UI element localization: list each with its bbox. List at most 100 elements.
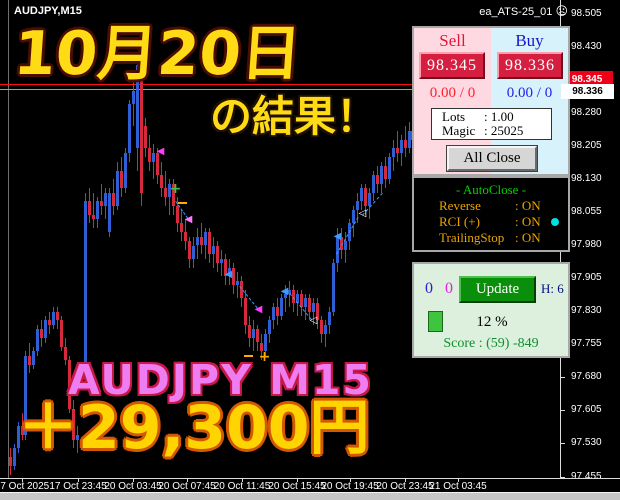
reverse-label: Reverse: [439, 198, 481, 213]
candle-body: [96, 201, 99, 220]
price-tick-label: 97.680: [571, 371, 602, 382]
trailingstop-value: : ON: [515, 230, 541, 245]
candle-body: [328, 311, 331, 325]
price-tick: [561, 477, 565, 478]
price-tick-label: 98.055: [571, 206, 602, 217]
candle-body: [60, 320, 63, 347]
time-tick-label: 21 Oct 03:45: [429, 481, 487, 492]
candle-body: [56, 311, 59, 321]
candle-body: [324, 324, 327, 334]
candle-body: [380, 166, 383, 184]
candle-wick: [297, 289, 298, 317]
candle-wick: [313, 298, 314, 325]
update-button[interactable]: Update: [459, 276, 536, 303]
candle-wick: [325, 320, 326, 347]
candle-body: [284, 294, 287, 299]
time-tick: [242, 479, 243, 482]
rci-status-icon[interactable]: [551, 218, 559, 226]
autoclose-row-trailing: TrailingStop : ON: [414, 230, 568, 246]
ask-price-marker: 98.345: [561, 71, 613, 88]
candle-body: [212, 245, 215, 255]
time-tick-label: 17 Oct 23:45: [49, 481, 107, 492]
time-tick: [22, 479, 23, 482]
candle-body: [244, 298, 247, 325]
candle-body: [36, 329, 39, 352]
time-tick: [350, 479, 351, 482]
candle-body: [404, 139, 407, 149]
candle-wick: [93, 192, 94, 228]
candle-body: [140, 73, 143, 193]
candle-wick: [101, 183, 102, 215]
candle-body: [100, 201, 103, 206]
candle-body: [196, 236, 199, 246]
candle-body: [192, 245, 195, 259]
candle-body: [240, 280, 243, 299]
candle-body: [368, 192, 371, 206]
time-tick: [133, 479, 134, 482]
candle-body: [344, 241, 347, 250]
candle-body: [128, 104, 131, 153]
time-tick-label: 20 Oct 03:45: [104, 481, 162, 492]
time-tick-label: 20 Oct 07:45: [158, 481, 216, 492]
autoclose-panel: - AutoClose - Reverse : ON RCI (+) : ON …: [412, 176, 570, 252]
all-close-button[interactable]: All Close: [446, 145, 538, 172]
time-tick-label: 17 Oct 2025: [0, 481, 50, 492]
candle-wick: [221, 249, 222, 277]
candle-body: [364, 188, 367, 206]
candle-body: [300, 294, 303, 308]
ea-smiley-icon: ☹: [555, 4, 568, 18]
price-tick: [561, 14, 565, 15]
candle-wick: [237, 271, 238, 299]
buy-label: Buy: [515, 31, 544, 50]
price-tick: [561, 377, 565, 378]
candle-body: [224, 258, 227, 277]
price-tick-label: 98.205: [571, 140, 602, 151]
progress-square-icon[interactable]: [428, 311, 443, 332]
candle-body: [132, 91, 135, 105]
candle-body: [88, 201, 91, 215]
buy-arrow-icon: ◀: [333, 231, 342, 243]
bid-line: [0, 89, 560, 90]
candle-body: [28, 355, 31, 365]
chart-area[interactable]: ◀ + ◀ ◀ ◀ + ◀ ◁ ◀ ◁: [0, 0, 620, 478]
candle-body: [44, 320, 47, 339]
entry-cross-icon: +: [258, 348, 271, 365]
level-dash-icon: [178, 202, 187, 205]
candle-body: [13, 448, 16, 466]
level-dash-icon: [244, 355, 253, 358]
candle-body: [24, 355, 27, 436]
percent-label: 12 %: [476, 314, 508, 330]
candle-body: [84, 201, 87, 369]
price-tick-label: 98.130: [571, 173, 602, 184]
time-tick-label: 20 Oct 11:45: [213, 481, 271, 492]
candle-body: [348, 223, 351, 242]
price-tick-label: 97.980: [571, 239, 602, 250]
price-tick-label: 98.505: [571, 8, 602, 19]
candle-body: [264, 333, 267, 352]
candle-body: [400, 139, 403, 153]
lots-label: Lots: [442, 109, 466, 124]
lots-value: : 1.00: [484, 109, 514, 124]
time-axis[interactable]: 17 Oct 2025 17 Oct 23:45 20 Oct 03:45 20 Oc…: [0, 478, 620, 492]
ea-name-text: ea_ATS-25_01: [479, 6, 553, 18]
price-tick-label: 98.430: [571, 41, 602, 52]
magic-value: : 25025: [484, 123, 524, 138]
overlay-result-caption: の結果！: [210, 92, 379, 141]
ask-line: [0, 84, 560, 85]
candle-body: [104, 192, 107, 206]
candle-body: [68, 360, 71, 409]
buy-arrow-icon: ◀: [280, 285, 289, 297]
candle-body: [124, 152, 127, 189]
price-tick: [561, 410, 565, 411]
sell-count: 0: [445, 280, 453, 297]
candle-body: [384, 166, 387, 180]
candle-body: [216, 245, 219, 264]
buy-button[interactable]: 98.336: [497, 52, 563, 79]
candle-body: [332, 263, 335, 312]
candle-body: [152, 152, 155, 162]
candle-wick: [153, 144, 154, 180]
price-tick-label: 98.280: [571, 107, 602, 118]
close-arrow-icon: ◁: [358, 208, 367, 220]
candle-wick: [305, 294, 306, 321]
sell-button[interactable]: 98.345: [419, 52, 485, 79]
